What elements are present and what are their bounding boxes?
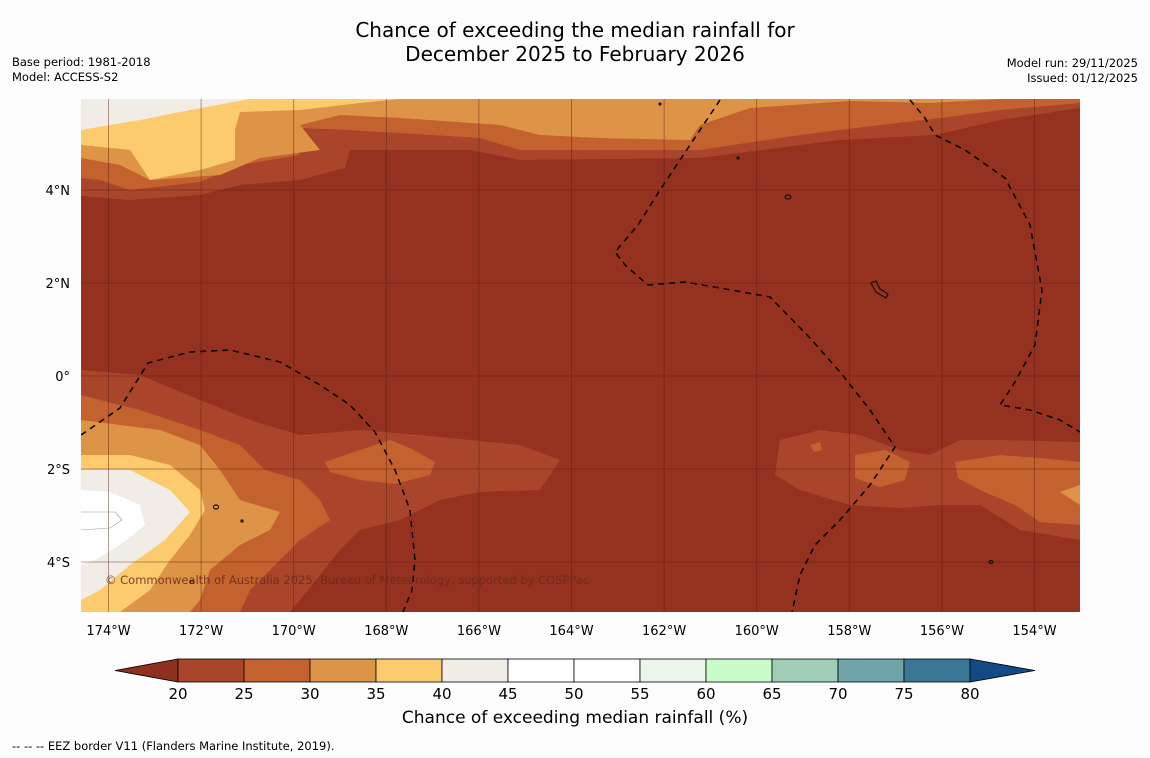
- colorbar-tick-label: 35: [366, 685, 385, 703]
- island-1: [784, 194, 792, 200]
- islands: [189, 102, 994, 585]
- colorbar-tick-label: 80: [960, 685, 979, 703]
- colorbar-segment: [243, 658, 311, 683]
- contour-top-35: [81, 99, 1000, 180]
- colorbar-segment: [903, 658, 971, 683]
- lat-tick-label: 0°: [55, 370, 70, 385]
- colorbar-tick-label: 70: [828, 685, 847, 703]
- lon-tick-label: 174°W: [86, 624, 130, 639]
- lon-tick-label: 160°W: [735, 624, 779, 639]
- issued-date: Issued: 01/12/2025: [1027, 71, 1138, 85]
- colorbar-tick-label: 60: [696, 685, 715, 703]
- contour-top-45: [81, 99, 250, 130]
- contour-central-30: [325, 440, 435, 484]
- lon-tick-label: 156°W: [920, 624, 964, 639]
- colorbar-segment: [705, 658, 773, 683]
- gridlines: [81, 99, 1080, 612]
- island-7: [736, 156, 740, 160]
- colorbar-extend-high: [969, 658, 1036, 683]
- colorbar-segment: [639, 658, 707, 683]
- contour-top-30: [81, 99, 1080, 190]
- lat-tick-label: 2°S: [47, 463, 70, 478]
- copyright-text: © Commonwealth of Australia 2025, Bureau…: [105, 573, 589, 587]
- island-5: [988, 559, 994, 565]
- eez-border-line-2: [909, 99, 1080, 433]
- title-line-1: Chance of exceeding the median rainfall …: [355, 18, 795, 42]
- contour-east-35: [1060, 485, 1080, 505]
- colorbar-label: Chance of exceeding median rainfall (%): [401, 708, 749, 728]
- contour-east-small: [810, 442, 822, 452]
- colorbar-tick-label: 40: [432, 685, 451, 703]
- island-4: [189, 579, 195, 585]
- island-3: [212, 504, 220, 510]
- title-line-2: December 2025 to February 2026: [405, 42, 745, 66]
- colorbar-tick-labels: 20 25 30 35 40 45 50 55 60 65 70 75 80: [168, 685, 979, 703]
- colorbar-segment: [375, 658, 443, 683]
- lon-tick-label: 172°W: [179, 624, 223, 639]
- island-6: [658, 102, 662, 106]
- colorbar-segment: [573, 658, 641, 683]
- meta-left: Base period: 1981-2018 Model: ACCESS-S2: [12, 55, 151, 85]
- colorbar-extend-low: [114, 658, 179, 683]
- colorbar-tick-label: 20: [168, 685, 187, 703]
- map-fill: [81, 99, 1080, 612]
- colorbar-tick-label: 25: [234, 685, 253, 703]
- eez-border-line-3: [81, 349, 416, 612]
- lat-tick-label: 4°S: [47, 556, 70, 571]
- colorbar-tick-label: 45: [498, 685, 517, 703]
- contour-sw-50: [81, 490, 145, 565]
- colorbar-segment: [771, 658, 839, 683]
- lon-tick-label: 166°W: [457, 624, 501, 639]
- colorbar-segment: [309, 658, 377, 683]
- colorbar-tick-label: 75: [894, 685, 913, 703]
- island-8: [240, 519, 244, 523]
- eez-borders: [81, 99, 1080, 612]
- colorbar-segment: [177, 658, 245, 683]
- lon-tick-label: 170°W: [272, 624, 316, 639]
- base-period: Base period: 1981-2018: [12, 55, 151, 69]
- chart-title: Chance of exceeding the median rainfall …: [0, 18, 1150, 66]
- model-run: Model run: 29/11/2025: [1006, 56, 1138, 70]
- lon-tick-label: 168°W: [364, 624, 408, 639]
- lon-tick-labels: 174°W 172°W 170°W 168°W 166°W 164°W 162°W 160°W…: [86, 624, 1056, 639]
- lon-tick-label: 164°W: [549, 624, 593, 639]
- colorbar-segment: [507, 658, 575, 683]
- island-2: [870, 280, 889, 299]
- lat-tick-label: 4°N: [46, 184, 71, 199]
- lon-tick-label: 154°W: [1012, 624, 1056, 639]
- lon-tick-label: 158°W: [827, 624, 871, 639]
- contour-sw-50-line: [81, 511, 123, 531]
- colorbar-segment: [441, 658, 509, 683]
- model-name: Model: ACCESS-S2: [12, 70, 119, 84]
- lon-tick-label: 162°W: [642, 624, 686, 639]
- colorbar-tick-label: 55: [630, 685, 649, 703]
- colorbar-segment: [837, 658, 905, 683]
- colorbar: [114, 658, 1036, 683]
- contour-top-40: [81, 99, 400, 180]
- meta-right: Model run: 29/11/2025 Issued: 01/12/2025: [1007, 56, 1138, 86]
- colorbar-tick-label: 30: [300, 685, 319, 703]
- colorbar-tick-label: 65: [762, 685, 781, 703]
- eez-footnote: -- -- -- EEZ border V11 (Flanders Marine…: [12, 739, 335, 753]
- colorbar-tick-label: 50: [564, 685, 583, 703]
- lat-tick-label: 2°N: [46, 277, 71, 292]
- lat-tick-labels: 4°N 2°N 0° 2°S 4°S: [46, 184, 71, 571]
- eez-border-line-1: [614, 99, 896, 612]
